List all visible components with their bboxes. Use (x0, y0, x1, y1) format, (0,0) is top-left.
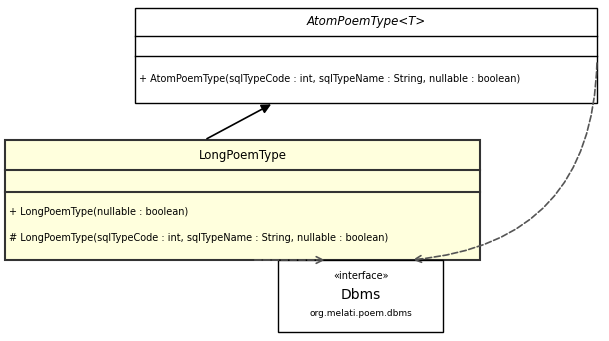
Text: + LongPoemType(nullable : boolean): + LongPoemType(nullable : boolean) (9, 207, 188, 218)
Text: + AtomPoemType(sqlTypeCode : int, sqlTypeName : String, nullable : boolean): + AtomPoemType(sqlTypeCode : int, sqlTyp… (139, 74, 520, 85)
Text: # LongPoemType(sqlTypeCode : int, sqlTypeName : String, nullable : boolean): # LongPoemType(sqlTypeCode : int, sqlTyp… (9, 233, 389, 243)
Bar (5, 140, 480, 260)
Bar (135, 8, 597, 103)
FancyArrowPatch shape (255, 257, 323, 263)
Text: LongPoemType: LongPoemType (199, 148, 286, 162)
Text: org.melati.poem.dbms: org.melati.poem.dbms (309, 310, 412, 318)
Text: AtomPoemType<T>: AtomPoemType<T> (306, 15, 426, 29)
Text: Dbms: Dbms (340, 287, 381, 301)
Text: «interface»: «interface» (333, 271, 389, 281)
Bar (278, 260, 443, 332)
FancyArrowPatch shape (415, 63, 597, 262)
